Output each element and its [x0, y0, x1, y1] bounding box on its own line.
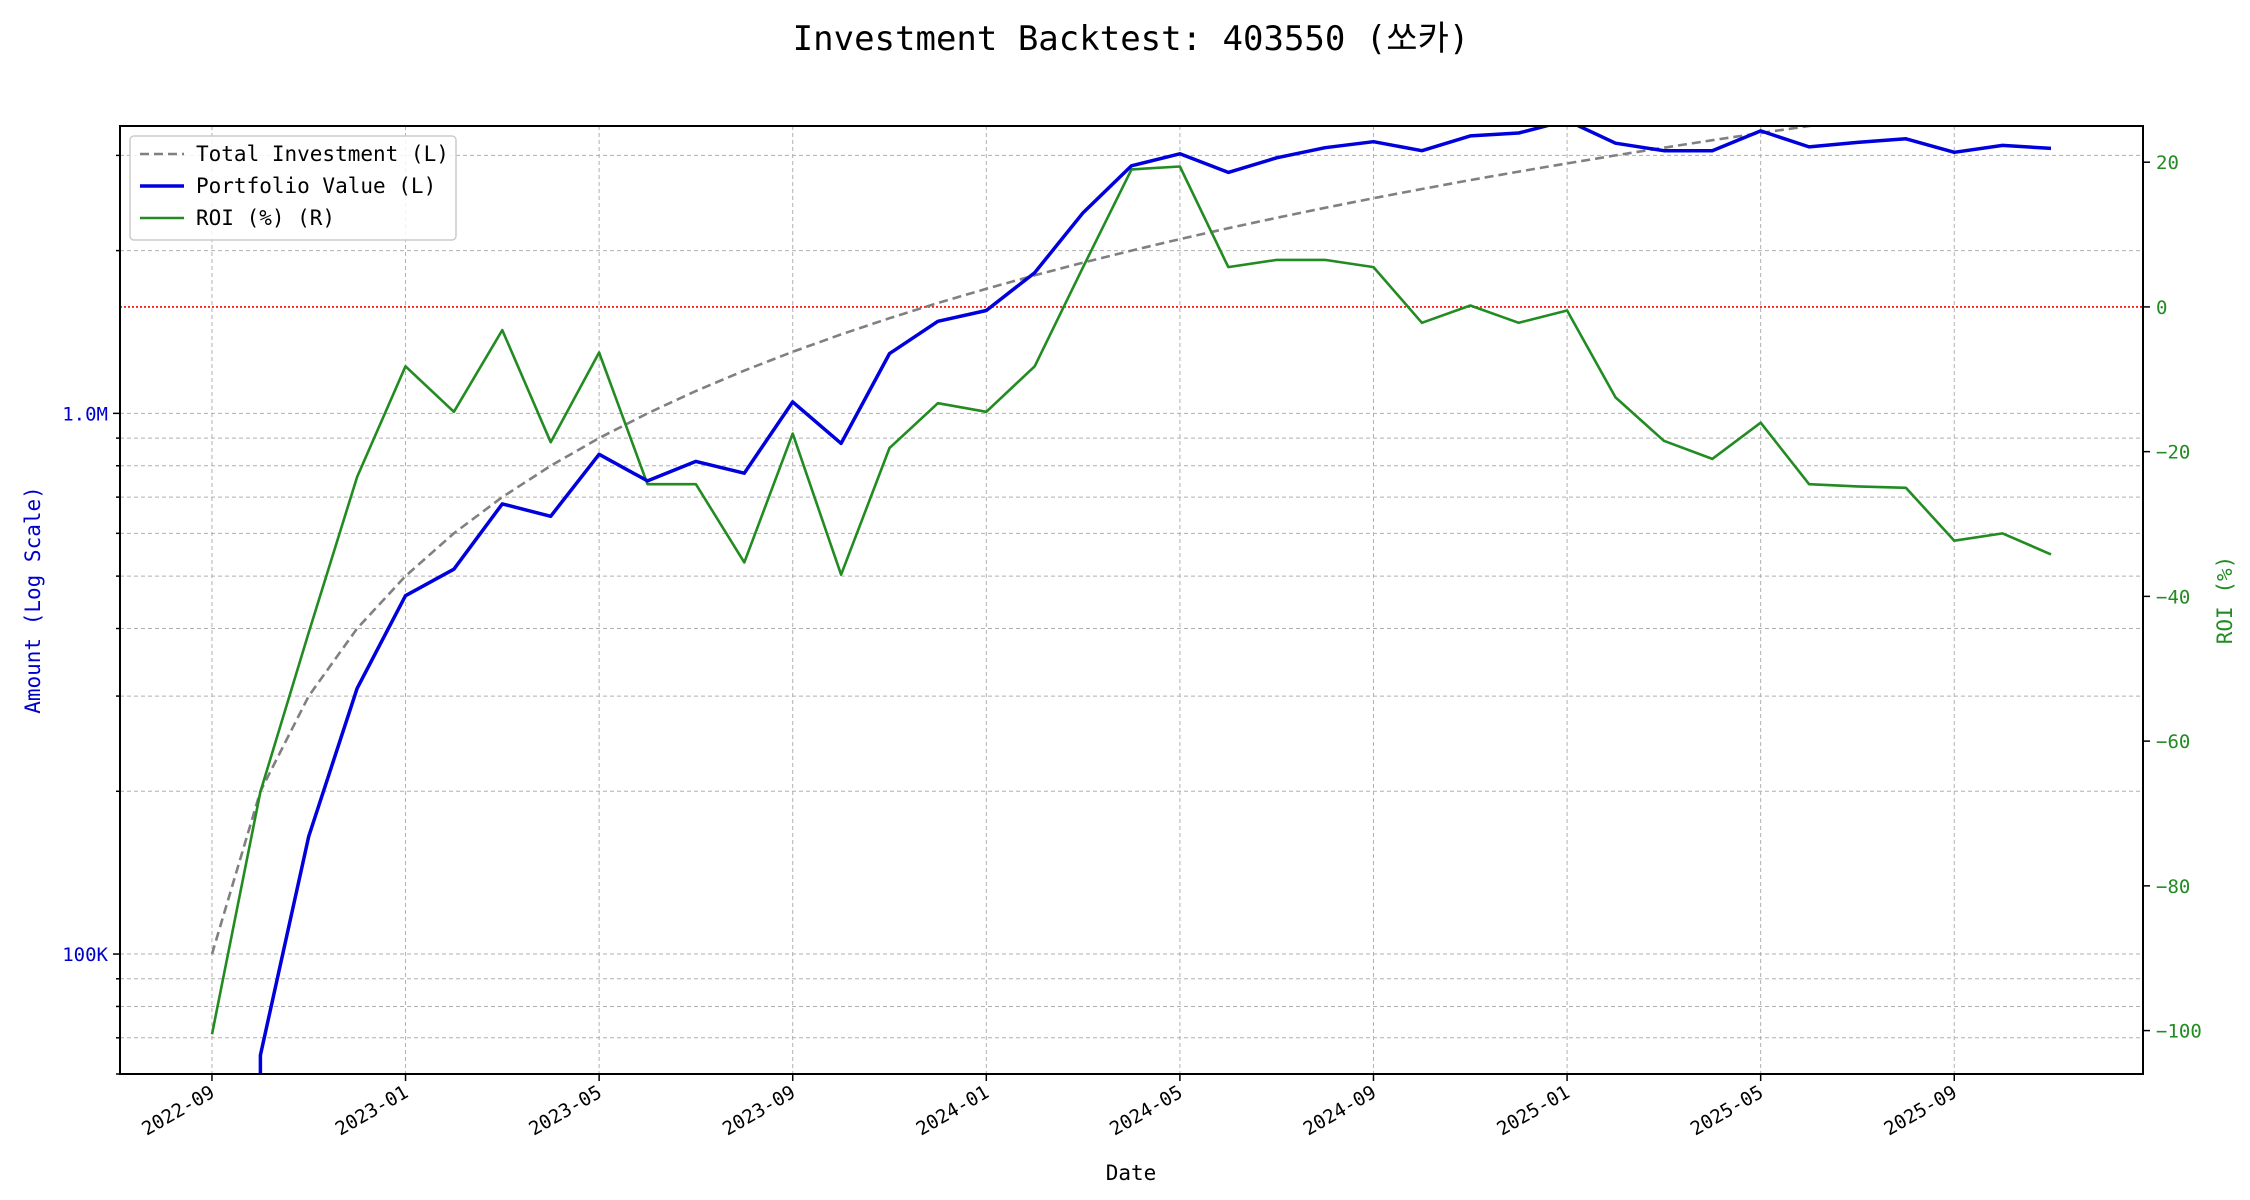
right-tick-label: 0: [2156, 297, 2167, 319]
left-tick-label: 100K: [62, 944, 108, 966]
left-tick-label: 1.0M: [62, 403, 108, 425]
legend-label-portfolio-value: Portfolio Value (L): [196, 174, 436, 198]
chart-title: Investment Backtest: 403550 (쏘카): [793, 19, 1470, 59]
right-tick-label: −60: [2156, 731, 2190, 753]
right-tick-label: −100: [2156, 1021, 2202, 1043]
grid-layer: [120, 126, 2143, 1075]
legend-label-roi: ROI (%) (R): [196, 206, 335, 230]
series-layer: [210, 126, 2052, 1074]
right-tick-label: −80: [2156, 876, 2190, 898]
x-axis-label: Date: [1106, 1161, 1157, 1185]
legend: Total Investment (L) Portfolio Value (L)…: [129, 135, 457, 241]
legend-box: [129, 135, 457, 241]
left-axis-label: Amount (Log Scale): [21, 486, 45, 714]
plot-area-frame: [119, 125, 2144, 1075]
right-axis-label: ROI (%): [2213, 556, 2237, 645]
series-portfolio-value: [258, 126, 2052, 1074]
left-axis: 100K 1.0M: [62, 154, 120, 1075]
right-tick-label: −20: [2156, 442, 2190, 464]
legend-label-total-investment: Total Investment (L): [196, 142, 449, 166]
series-roi: [210, 165, 2052, 1035]
right-tick-label: 20: [2156, 152, 2179, 174]
series-total-investment: [210, 126, 1819, 955]
right-tick-label: −40: [2156, 586, 2190, 608]
right-axis: 20 0 −20 −40 −60 −80 −100: [2143, 152, 2202, 1043]
